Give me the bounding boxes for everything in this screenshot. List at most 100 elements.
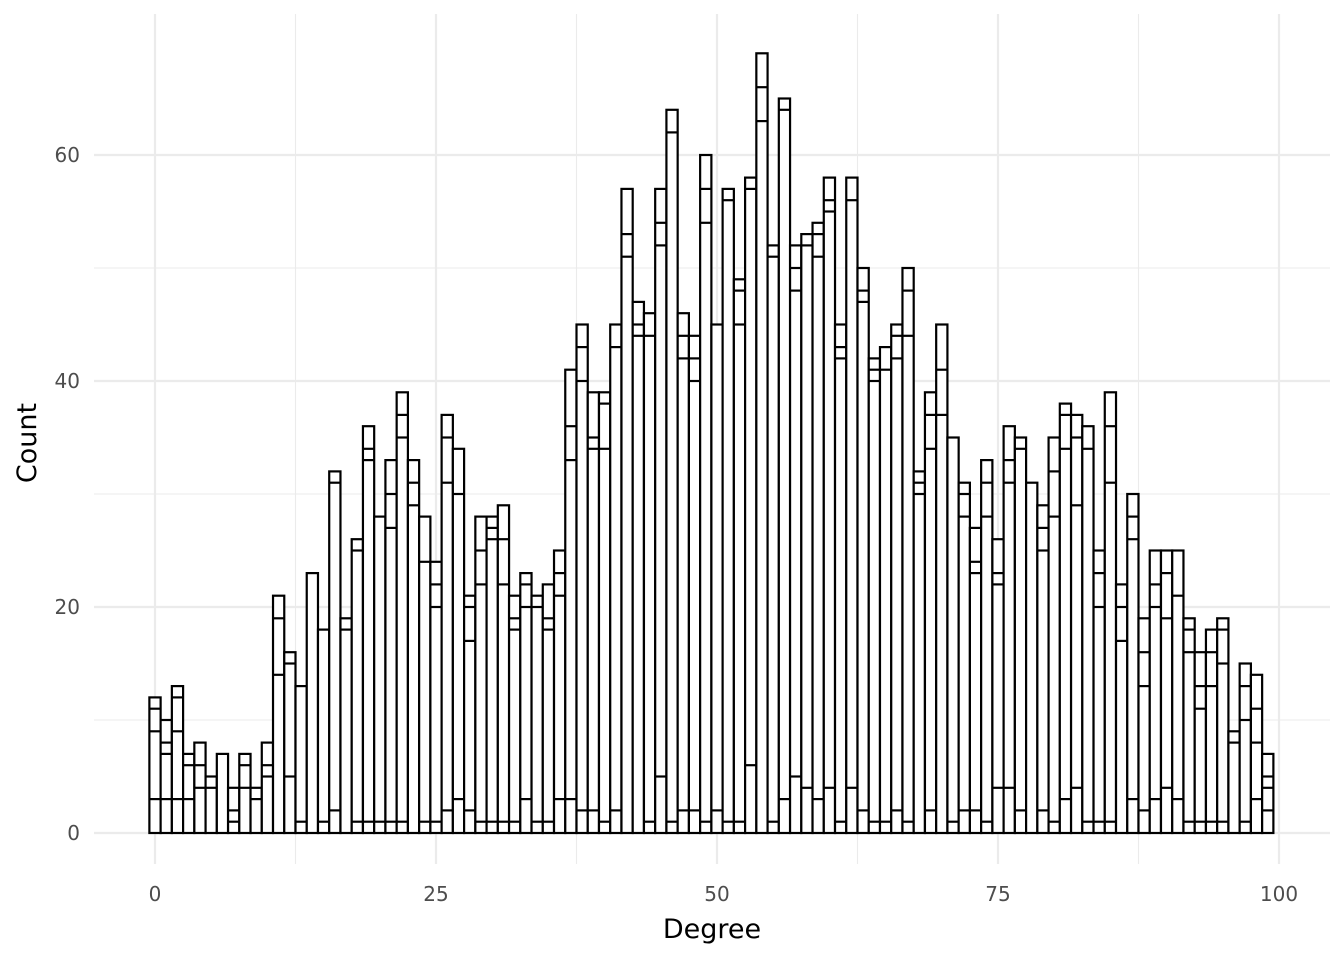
y-tick-label: 60 [55,143,80,167]
histogram-bar [552,549,567,835]
bar-outline [743,176,758,835]
histogram-bar [1036,504,1050,835]
y-axis-title: Count [12,403,43,483]
histogram-bar [350,538,365,835]
histogram-bar [609,323,623,835]
histogram-bar [687,334,702,835]
histogram-bar [586,391,601,835]
y-tick-label: 40 [55,369,80,393]
bar-outline [1126,492,1140,835]
bar-outline [923,391,938,835]
histogram-bar [901,266,915,835]
histogram-bar [463,594,477,835]
histogram-bar [519,571,533,835]
bar-outline [878,346,893,835]
bar-outline [654,187,668,835]
histogram-bar [260,741,275,835]
histogram-bar [1182,617,1196,835]
bar-outline [418,515,432,835]
bar-outline [597,391,612,835]
x-tick-label: 25 [423,882,448,906]
bar-outline [1103,391,1118,835]
bar-outline [935,323,949,835]
histogram-bar [1249,673,1264,835]
bar-outline [800,233,814,835]
histogram-bar [1171,549,1185,835]
bar-outline [384,459,398,835]
bar-outline [642,312,657,835]
bar-outline [294,684,308,835]
bar-outline [845,176,859,835]
histogram-bar [193,741,207,835]
x-tick-label: 50 [704,882,729,906]
x-tick-label: 100 [1260,882,1298,906]
bar-outline [316,628,331,835]
histogram-bar [676,312,690,835]
histogram-bar [226,786,241,835]
histogram-bar [170,684,185,835]
histogram-bar [1081,425,1095,835]
histogram-bar [496,504,511,835]
histogram-bar [1103,391,1118,835]
histogram-bar [384,459,398,835]
bar-outline [710,323,724,835]
bar-outline [586,391,601,835]
histogram-bar [721,187,735,835]
histogram-bar [1069,413,1084,835]
bar-outline [1137,617,1151,835]
histogram-bar [935,323,949,835]
bar-outline [946,436,960,835]
bar-outline [755,52,769,835]
histogram-bar [800,233,814,835]
bar-outline [283,651,297,835]
histogram-bar [1261,752,1275,835]
bar-outline [1047,436,1061,835]
x-tick-label: 0 [149,882,162,906]
histogram-bar [811,221,825,835]
histogram-bar [204,775,218,835]
histogram-bar [620,187,634,835]
histogram-bar [912,470,927,835]
bar-outline [1002,425,1016,835]
histogram-bar [1092,549,1106,835]
bar-outline [406,459,421,835]
histogram-bar [946,436,960,835]
histogram-bar [642,312,657,835]
bar-outline [777,97,792,835]
histogram-bar [395,391,410,835]
bar-outline [699,153,713,835]
histogram-bar [788,244,803,835]
histogram-bar [968,526,983,835]
bar-outline [867,357,882,835]
bar-outline [1261,752,1275,835]
histogram-bar [923,391,938,835]
histogram-bar [215,752,230,835]
bar-outline [260,741,275,835]
histogram-bar [1013,436,1028,835]
bar-outline [496,504,511,835]
histogram-bar [485,515,499,835]
bar-outline [575,323,589,835]
histogram-bar [867,357,882,835]
bar-outline [1092,549,1106,835]
bar-outline [552,549,567,835]
bar-outline [249,786,263,835]
bar-outline [1013,436,1028,835]
histogram-bar [159,718,173,835]
bar-outline [429,560,443,835]
bar-outline [373,515,387,835]
bar-outline [1216,617,1230,835]
histogram-bar [1227,730,1241,835]
histogram-bar [305,571,320,835]
bar-outline [485,515,499,835]
bar-outline [912,470,927,835]
bar-outline [1249,673,1264,835]
bar-outline [811,221,825,835]
bar-outline [788,244,803,835]
bar-outline [1058,402,1073,835]
histogram-bar [148,696,162,835]
histogram-bar [406,459,421,835]
histogram-bar [1114,583,1129,835]
x-axis-title: Degree [663,914,761,945]
histogram-bar [710,323,724,835]
